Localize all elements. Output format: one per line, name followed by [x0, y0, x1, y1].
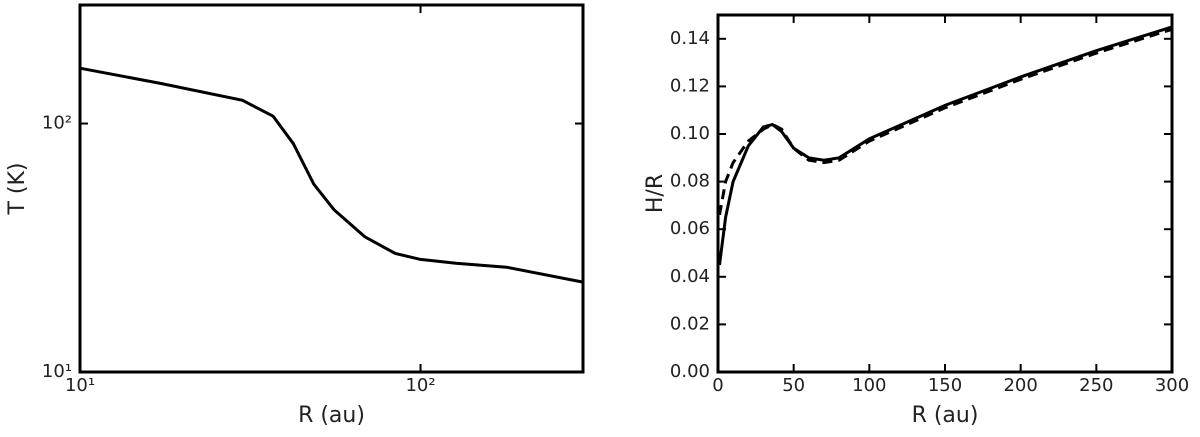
- y-tick-label: 0.10: [670, 123, 710, 144]
- x-tick-label: 250: [1079, 375, 1113, 396]
- y-tick-label: 0.14: [670, 28, 710, 49]
- x-tick-label: 50: [782, 375, 805, 396]
- y-axis-label: H/R: [643, 174, 668, 213]
- x-axis-label: R (au): [298, 403, 365, 428]
- data-line: [718, 27, 1173, 216]
- y-tick-label: 10²: [42, 113, 72, 134]
- y-tick-label: 0.06: [670, 218, 710, 239]
- y-tick-label: 0.02: [670, 313, 710, 334]
- x-tick-label: 150: [928, 375, 962, 396]
- x-tick-label: 0: [712, 375, 723, 396]
- x-tick-label: 100: [852, 375, 886, 396]
- data-line: [79, 66, 584, 284]
- y-tick-label: 0.08: [670, 171, 710, 192]
- x-axis-label: R (au): [912, 403, 979, 428]
- x-tick-label: 10²: [405, 375, 435, 396]
- x-tick-label: 300: [1155, 375, 1189, 396]
- y-axis-label: T (K): [5, 162, 30, 215]
- x-tick-label: 10¹: [65, 375, 95, 396]
- plot-frame: [716, 13, 1174, 374]
- x-tick-label: 200: [1003, 375, 1037, 396]
- data-line: [718, 25, 1173, 266]
- y-tick-label: 0.04: [670, 266, 710, 287]
- y-tick-label: 10¹: [42, 361, 72, 382]
- plot-frame: [78, 3, 585, 374]
- y-tick-label: 0.00: [670, 361, 710, 382]
- y-tick-label: 0.12: [670, 75, 710, 96]
